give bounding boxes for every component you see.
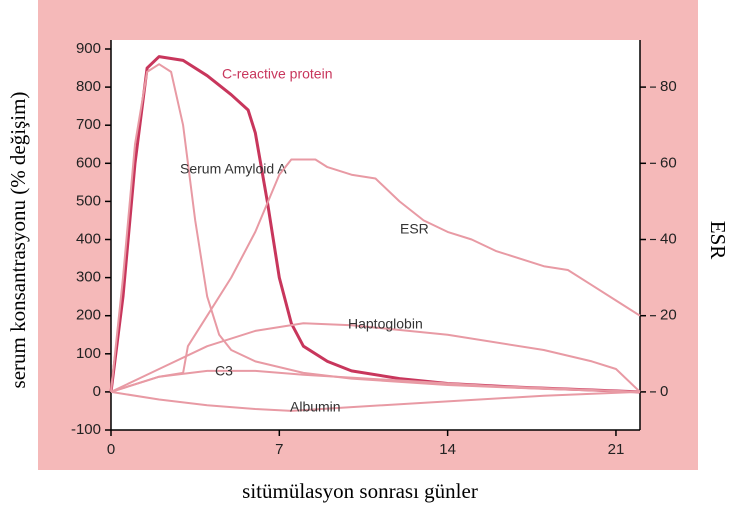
- y2-tick-label: 80: [660, 78, 677, 95]
- y-tick-label: 900: [76, 40, 101, 57]
- y-tick-label: 300: [76, 269, 101, 286]
- y-tick-label: 200: [76, 307, 101, 324]
- x-tick-label: 0: [107, 441, 115, 458]
- series-line: [110, 158, 641, 393]
- series-label: Albumin: [290, 399, 341, 415]
- series-label: ESR: [400, 221, 429, 237]
- y-tick-label: -100: [71, 421, 101, 438]
- plot-area: [111, 40, 640, 430]
- series-line: [110, 369, 641, 393]
- y-tick-label: 700: [76, 116, 101, 133]
- y2-axis-label: ESR: [706, 221, 730, 260]
- y2-tick-label: 20: [660, 307, 677, 324]
- series-label: C3: [215, 363, 233, 379]
- y-tick-label: 100: [76, 345, 101, 362]
- y2-tick-label: 0: [660, 383, 668, 400]
- series-label: Haptoglobin: [348, 316, 423, 332]
- x-tick-label: 21: [608, 441, 625, 458]
- series-label: Serum Amyloid A: [180, 161, 287, 177]
- y-axis-label: serum konsantrasyonu (% değişim): [6, 92, 30, 389]
- y-tick-label: 0: [93, 383, 101, 400]
- x-tick-label: 14: [439, 441, 456, 458]
- y2-tick-label: 40: [660, 230, 677, 247]
- series-label: C-reactive protein: [222, 66, 333, 82]
- x-axis-label: sitümülasyon sonrası günler: [242, 479, 478, 503]
- series-line: [110, 322, 641, 393]
- x-tick-label: 7: [275, 441, 283, 458]
- y-tick-label: 800: [76, 78, 101, 95]
- y2-tick-label: 60: [660, 154, 677, 171]
- y-tick-label: 500: [76, 192, 101, 209]
- series-line: [110, 390, 641, 412]
- y-tick-label: 600: [76, 154, 101, 171]
- series-line: [110, 63, 641, 393]
- y-tick-label: 400: [76, 230, 101, 247]
